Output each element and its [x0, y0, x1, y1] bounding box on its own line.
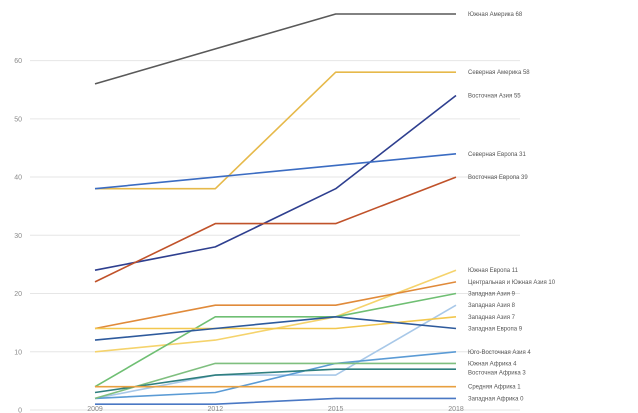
series-label-8: Западная Азия 8: [468, 303, 516, 309]
series-label-6: Центральная и Южная Азия 10: [468, 280, 556, 286]
series-line-2: [94, 94, 457, 271]
series-label-11: Юго-Восточная Азия 4: [468, 350, 531, 356]
series-lines: [94, 13, 457, 406]
y-tick-label-2: 20: [14, 291, 22, 298]
series-label-12: Южная Африка 4: [468, 361, 517, 367]
x-tick-label-3: 2018: [448, 406, 464, 413]
series-label-13: Восточная Африка 3: [468, 370, 526, 376]
series-line-7: [94, 292, 457, 388]
series-label-10: Западная Европа 9: [468, 326, 523, 332]
series-label-7: Западная Азия 9: [468, 292, 516, 298]
series-line-15: [95, 397, 456, 406]
y-tick-label-6: 60: [14, 58, 22, 65]
y-tick-label-0: 0: [18, 408, 22, 413]
series-line-0: [94, 13, 456, 85]
series-label-2: Восточная Азия 55: [468, 94, 521, 100]
series-label-4: Восточная Европа 39: [468, 175, 528, 181]
series-label-14: Средняя Африка 1: [468, 385, 521, 391]
y-tick-label-1: 10: [14, 349, 22, 356]
series-label-0: Южная Америка 68: [468, 12, 523, 18]
y-axis: 0 10 20 30 40 50 60: [14, 58, 22, 413]
series-line-11: [94, 351, 457, 400]
series-line-4: [94, 176, 457, 283]
series-line-12: [94, 362, 456, 400]
series-label-1: Северная Америка 58: [468, 70, 530, 76]
series-label-9: Западная Азия 7: [468, 315, 516, 321]
series-label-3: Северная Европа 31: [468, 152, 526, 158]
x-tick-label-2: 2015: [328, 406, 344, 413]
series-line-6: [94, 281, 457, 330]
y-tick-label-3: 30: [14, 233, 22, 240]
y-tick-label-4: 40: [14, 175, 22, 182]
x-tick-label-0: 2009: [87, 406, 103, 413]
series-line-10: [94, 315, 457, 341]
y-tick-label-5: 50: [14, 116, 22, 123]
series-labels: Южная Америка 68 Северная Америка 58 Восто…: [468, 12, 556, 402]
series-line-5: [94, 269, 457, 353]
series-label-5: Южная Европа 11: [468, 268, 519, 274]
gridlines: [30, 60, 520, 411]
series-line-1: [95, 71, 456, 190]
x-tick-label-1: 2012: [208, 406, 224, 413]
series-label-15: Западная Африка 0: [468, 396, 524, 402]
x-axis: 2009 2012 2015 2018: [87, 406, 464, 413]
series-line-13: [94, 368, 456, 394]
series-line-3: [94, 153, 457, 190]
